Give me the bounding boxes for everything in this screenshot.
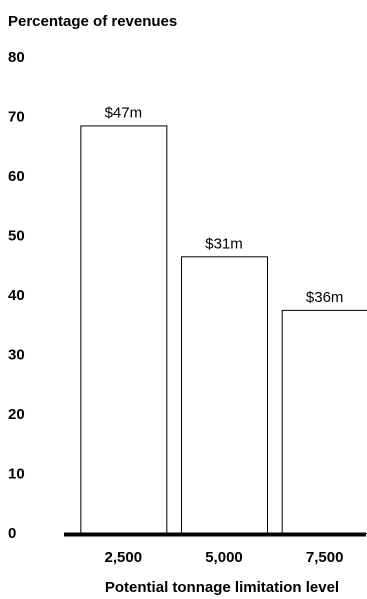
bar-data-label: $36m	[306, 289, 344, 306]
y-tick-label: 50	[8, 228, 25, 245]
bars: $47m $31m $36m	[80, 104, 367, 535]
y-axis-title: Percentage of revenues	[8, 13, 177, 30]
y-tick-label: 10	[8, 466, 25, 483]
y-tick-label: 30	[8, 347, 25, 364]
x-axis-ticks: 2,500 5,000 7,500	[105, 549, 344, 566]
y-tick-label: 60	[8, 168, 25, 185]
y-tick-label: 40	[8, 287, 25, 304]
bar	[80, 125, 168, 535]
y-tick-label: 20	[8, 406, 25, 423]
y-tick-label: 0	[8, 525, 16, 542]
x-tick-label: 5,000	[205, 549, 243, 566]
y-axis-ticks: 0 10 20 30 40 50 60 70 80	[8, 49, 25, 542]
y-tick-label: 80	[8, 49, 25, 66]
y-tick-label: 70	[8, 109, 25, 126]
x-tick-label: 2,500	[105, 549, 143, 566]
bar	[181, 256, 268, 534]
bar-data-label: $31m	[205, 235, 243, 252]
bar	[281, 309, 367, 534]
x-axis-title: Potential tonnage limitation level	[105, 579, 339, 596]
bar-data-label: $47m	[105, 104, 143, 121]
x-tick-label: 7,500	[306, 549, 344, 566]
